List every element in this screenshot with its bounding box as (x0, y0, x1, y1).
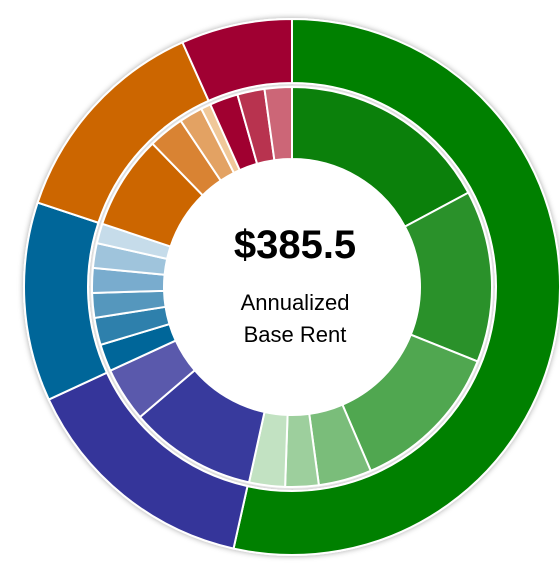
center-value: $385.5 (234, 223, 356, 267)
center-label: Annualized (241, 290, 350, 315)
center-label: Base Rent (244, 322, 347, 347)
ring (23, 17, 560, 556)
slice (263, 85, 293, 162)
slice (232, 17, 560, 556)
rings (23, 17, 560, 556)
ring (91, 85, 493, 488)
slice (181, 17, 293, 103)
